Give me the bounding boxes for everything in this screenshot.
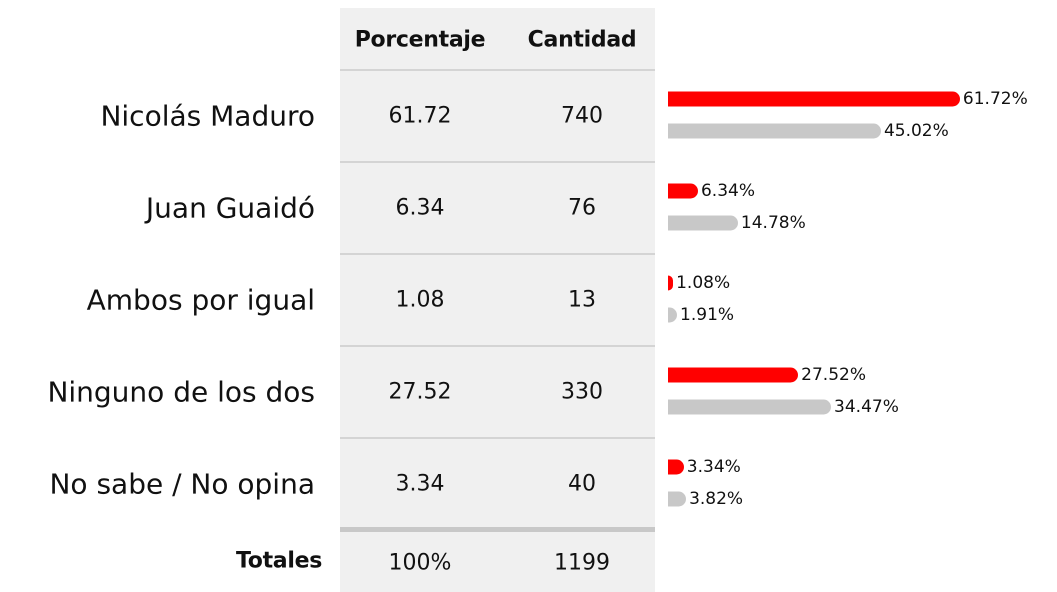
- row-label: Juan Guaidó: [145, 191, 315, 225]
- bar: [668, 215, 738, 231]
- row-separator: [340, 69, 655, 71]
- bar-label: 34.47%: [834, 397, 899, 417]
- bar-label: 1.08%: [676, 273, 731, 293]
- bar-label: 27.52%: [801, 365, 866, 385]
- bar-label: 61.72%: [962, 89, 1028, 109]
- row-label: Ambos por igual: [86, 283, 315, 317]
- percentage-cell: 3.34: [395, 471, 445, 497]
- bar-label: 1.91%: [680, 305, 735, 325]
- bar: [668, 307, 678, 323]
- bar: [668, 367, 799, 383]
- bar-label: 14.78%: [740, 213, 806, 233]
- totals-separator: [340, 527, 655, 532]
- percentage-cell: 1.08: [395, 287, 445, 313]
- column-header: Porcentaje: [354, 27, 486, 53]
- bar: [668, 91, 960, 107]
- column-header: Cantidad: [527, 27, 637, 53]
- count-cell: 740: [561, 103, 603, 129]
- row-label: Nicolás Maduro: [100, 99, 315, 133]
- row-separator: [340, 253, 655, 255]
- row-label: No sabe / No opina: [49, 467, 315, 501]
- bar: [668, 459, 684, 475]
- count-cell: 13: [568, 287, 596, 313]
- row-separator: [340, 161, 655, 163]
- percentage-cell: 6.34: [395, 195, 445, 221]
- totals-count: 1199: [554, 550, 610, 576]
- count-cell: 330: [561, 379, 603, 405]
- bar-label: 3.82%: [689, 489, 744, 509]
- bar: [668, 491, 687, 507]
- bar: [668, 123, 881, 139]
- count-cell: 76: [568, 195, 596, 221]
- bar-label: 3.34%: [686, 457, 741, 477]
- percentage-cell: 61.72: [388, 103, 452, 129]
- totals-percentage: 100%: [388, 550, 452, 576]
- table-column-bg: [340, 8, 655, 592]
- bar-label: 6.34%: [700, 181, 755, 201]
- bar: [668, 275, 674, 291]
- row-separator: [340, 437, 655, 439]
- row-separator: [340, 345, 655, 347]
- percentage-cell: 27.52: [388, 379, 452, 405]
- bar: [668, 183, 698, 199]
- bar: [668, 399, 832, 415]
- totals-label: Totales: [235, 548, 323, 574]
- row-label: Ninguno de los dos: [47, 375, 315, 409]
- bar-label: 45.02%: [883, 121, 949, 141]
- count-cell: 40: [568, 471, 596, 497]
